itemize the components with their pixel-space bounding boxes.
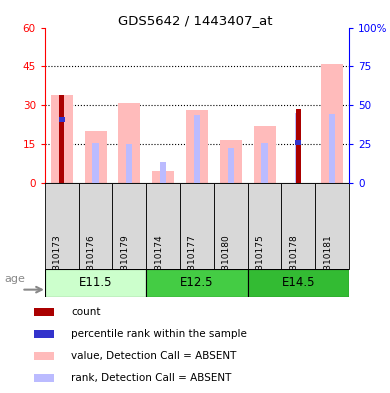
Bar [51, 95, 73, 183]
Bar [146, 269, 248, 297]
Bar [85, 131, 106, 183]
Bar [34, 308, 54, 316]
Bar [92, 143, 99, 183]
Bar [321, 64, 343, 183]
Bar [295, 140, 301, 145]
Bar [261, 143, 268, 183]
Text: E14.5: E14.5 [282, 276, 315, 290]
Bar [112, 183, 146, 269]
Bar [152, 171, 174, 183]
Bar [296, 109, 301, 183]
Bar [315, 183, 349, 269]
Bar [194, 116, 200, 183]
Bar [34, 330, 54, 338]
Bar [45, 183, 79, 269]
Bar [146, 183, 180, 269]
Bar [58, 117, 65, 122]
Bar [160, 162, 166, 183]
Text: GSM1310175: GSM1310175 [255, 235, 264, 295]
Text: GSM1310177: GSM1310177 [188, 235, 197, 295]
Text: age: age [5, 274, 26, 284]
Text: GSM1310174: GSM1310174 [154, 235, 163, 295]
Bar [228, 148, 234, 183]
Text: rank, Detection Call = ABSENT: rank, Detection Call = ABSENT [71, 373, 232, 383]
Text: GSM1310176: GSM1310176 [87, 235, 96, 295]
Bar [282, 183, 315, 269]
Bar [295, 113, 301, 183]
Text: GSM1310178: GSM1310178 [289, 235, 298, 295]
Bar [254, 126, 275, 183]
Bar [118, 103, 140, 183]
Text: GDS5642 / 1443407_at: GDS5642 / 1443407_at [118, 14, 272, 27]
Text: GSM1310179: GSM1310179 [121, 235, 129, 295]
Text: GSM1310180: GSM1310180 [222, 235, 231, 295]
Bar [45, 269, 146, 297]
Text: E11.5: E11.5 [79, 276, 112, 290]
Bar [79, 183, 112, 269]
Bar [186, 110, 208, 183]
Text: percentile rank within the sample: percentile rank within the sample [71, 329, 247, 339]
Bar [248, 183, 282, 269]
Bar [248, 269, 349, 297]
Text: E12.5: E12.5 [180, 276, 214, 290]
Text: value, Detection Call = ABSENT: value, Detection Call = ABSENT [71, 351, 237, 361]
Text: GSM1310181: GSM1310181 [323, 235, 332, 295]
Bar [180, 183, 214, 269]
Bar [126, 144, 133, 183]
Bar [59, 95, 64, 183]
Text: GSM1310173: GSM1310173 [53, 235, 62, 295]
Bar [329, 114, 335, 183]
Bar [34, 352, 54, 360]
Text: count: count [71, 307, 101, 317]
Bar [220, 140, 242, 183]
Bar [214, 183, 248, 269]
Bar [34, 374, 54, 382]
